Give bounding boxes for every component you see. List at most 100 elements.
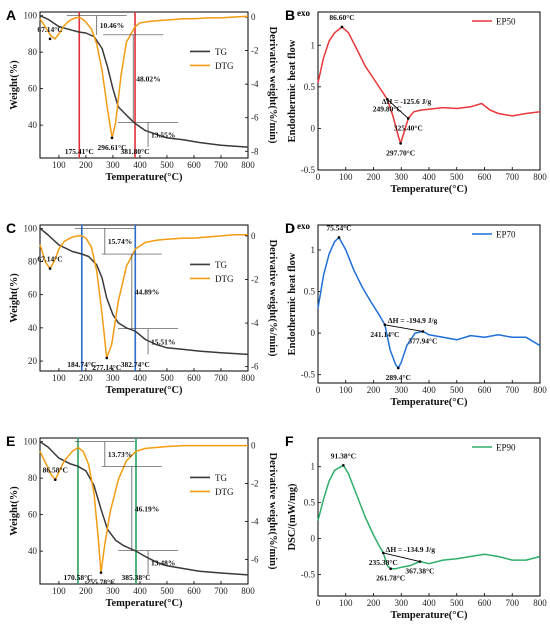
- x-tick-label: 800: [241, 373, 255, 383]
- peak-marker: [337, 236, 341, 239]
- x-tick-label: 700: [214, 373, 228, 383]
- y2-tick-label: -4: [251, 318, 259, 328]
- y-tick-label: 100: [24, 11, 38, 21]
- panel-letter: E: [6, 433, 15, 449]
- y-tick-label: 60: [28, 510, 38, 520]
- step-percent-label: 13.48%: [151, 559, 175, 568]
- legend: TG DTG: [190, 473, 234, 497]
- x-tick-label: 400: [133, 586, 147, 596]
- x-tick-label: 0: [316, 385, 321, 395]
- panel-letter: D: [285, 220, 295, 236]
- series-line-dtg: [39, 15, 249, 139]
- x-tick-label: 400: [422, 172, 436, 182]
- y-tick-label: 0: [311, 123, 316, 133]
- peak-temperature-label: 86.60°C: [329, 13, 354, 22]
- peak-temperature-label: 261.78°C: [376, 574, 405, 583]
- series-line-dtg: [39, 444, 248, 574]
- x-tick-label: 600: [478, 172, 492, 182]
- peak-temperature-label: 296.61°C: [97, 143, 126, 152]
- panel-letter: A: [6, 7, 16, 23]
- peak-temperature-label: 255.78°C: [86, 578, 115, 587]
- peak-temperature-label: 289.4°C: [386, 373, 411, 382]
- x-tick-label: 400: [422, 385, 436, 395]
- series-line-ep90: [317, 464, 541, 570]
- peak-temperature-label: 75.54°C: [326, 223, 351, 232]
- y-tick-label: 80: [28, 47, 38, 57]
- plot-frame: [317, 224, 541, 384]
- integration-baseline: [387, 98, 409, 119]
- integration-baseline: [384, 324, 423, 332]
- panel-d: D0 100 200 300 400 500 600 700 800-0.500.51Tempe…: [285, 220, 547, 408]
- step-percent-label: 13.55%: [151, 131, 175, 140]
- x-tick-label: 200: [79, 586, 93, 596]
- x-tick-label: 600: [187, 160, 201, 170]
- x-tick-label: 100: [52, 373, 66, 383]
- y-tick-label: 1: [311, 40, 316, 50]
- x-tick-label: 300: [106, 586, 120, 596]
- y-tick-label: -0.5: [301, 370, 316, 380]
- peak-temperature-label: 241.14°C: [370, 330, 399, 339]
- legend: EP70: [472, 230, 516, 240]
- y-tick-label: -0.5: [301, 569, 316, 579]
- y2-tick-label: -2: [251, 46, 259, 56]
- x-tick-label: 600: [187, 373, 201, 383]
- temperature-marker-label: 170.58°C: [63, 573, 92, 582]
- series-line-ep70: [317, 236, 541, 369]
- peak-marker: [421, 330, 425, 333]
- panel-b: B0 100 200 300 400 500 600 700 800-0.500.51Tempe…: [285, 7, 547, 195]
- legend-label-tg: TG: [215, 473, 227, 483]
- peak-temperature-label: 86.58°C: [43, 466, 68, 475]
- x-tick-label: 100: [339, 598, 353, 608]
- x-tick-label: 700: [506, 172, 520, 182]
- step-percent-label: 48.02%: [136, 75, 160, 84]
- peak-temperature-label: 377.94°C: [408, 336, 437, 345]
- enthalpy-label: ΔH = -134.9 J/g: [386, 545, 436, 554]
- peak-temperature-label: 367.38°C: [405, 567, 434, 576]
- x-tick-label: 200: [367, 385, 381, 395]
- x-tick-label: 800: [241, 160, 255, 170]
- x-tick-label: 600: [478, 598, 492, 608]
- y2-tick-label: -4: [251, 79, 259, 89]
- x-tick-label: 600: [478, 385, 492, 395]
- plot-frame: [39, 437, 249, 585]
- y2-tick-label: 0: [251, 12, 256, 22]
- legend-label-tg: TG: [215, 47, 227, 57]
- peak-marker: [406, 117, 410, 120]
- y2-tick-label: -6: [251, 362, 259, 372]
- legend-label-ep70: EP70: [496, 230, 516, 240]
- x-tick-label: 0: [316, 598, 321, 608]
- legend-label-ep50: EP50: [496, 17, 516, 27]
- x-tick-label: 800: [533, 598, 547, 608]
- y-tick-label: 40: [28, 546, 38, 556]
- x-axis-title: Temperature(°C): [105, 172, 183, 183]
- peak-marker: [110, 136, 114, 140]
- y-tick-label: 1: [311, 462, 316, 472]
- y-axis-title: Endothermic heat flow: [287, 39, 298, 142]
- exo-label: exo: [297, 221, 310, 231]
- x-tick-label: 200: [367, 598, 381, 608]
- y2-axis-title: Derivative weight(%/min): [267, 453, 278, 570]
- x-tick-label: 100: [52, 586, 66, 596]
- x-tick-label: 700: [506, 598, 520, 608]
- legend-label-dtg: DTG: [215, 274, 234, 284]
- y-axis-title: Weight(%): [9, 486, 20, 536]
- y-tick-label: -0.5: [301, 165, 316, 175]
- y-tick-label: 80: [28, 257, 38, 267]
- plot-frame: [317, 11, 541, 171]
- y2-tick-label: -2: [251, 274, 259, 284]
- legend: EP50: [472, 17, 516, 27]
- y-tick-label: 0: [311, 328, 316, 338]
- x-tick-label: 100: [339, 172, 353, 182]
- x-tick-label: 400: [133, 373, 147, 383]
- step-percent-label: 15.74%: [108, 237, 132, 246]
- x-tick-label: 500: [160, 373, 174, 383]
- panel-letter: F: [285, 433, 294, 449]
- peak-temperature-label: 67.14°C: [37, 255, 62, 264]
- y2-tick-label: -6: [251, 554, 259, 564]
- y-axis-title: Weight(%): [9, 273, 20, 323]
- legend-label-dtg: DTG: [215, 61, 234, 71]
- y-tick-label: 40: [28, 323, 38, 333]
- y-tick-label: 60: [28, 290, 38, 300]
- x-axis-title: Temperature(°C): [390, 610, 468, 621]
- peak-temperature-label: 91.38°C: [331, 451, 356, 460]
